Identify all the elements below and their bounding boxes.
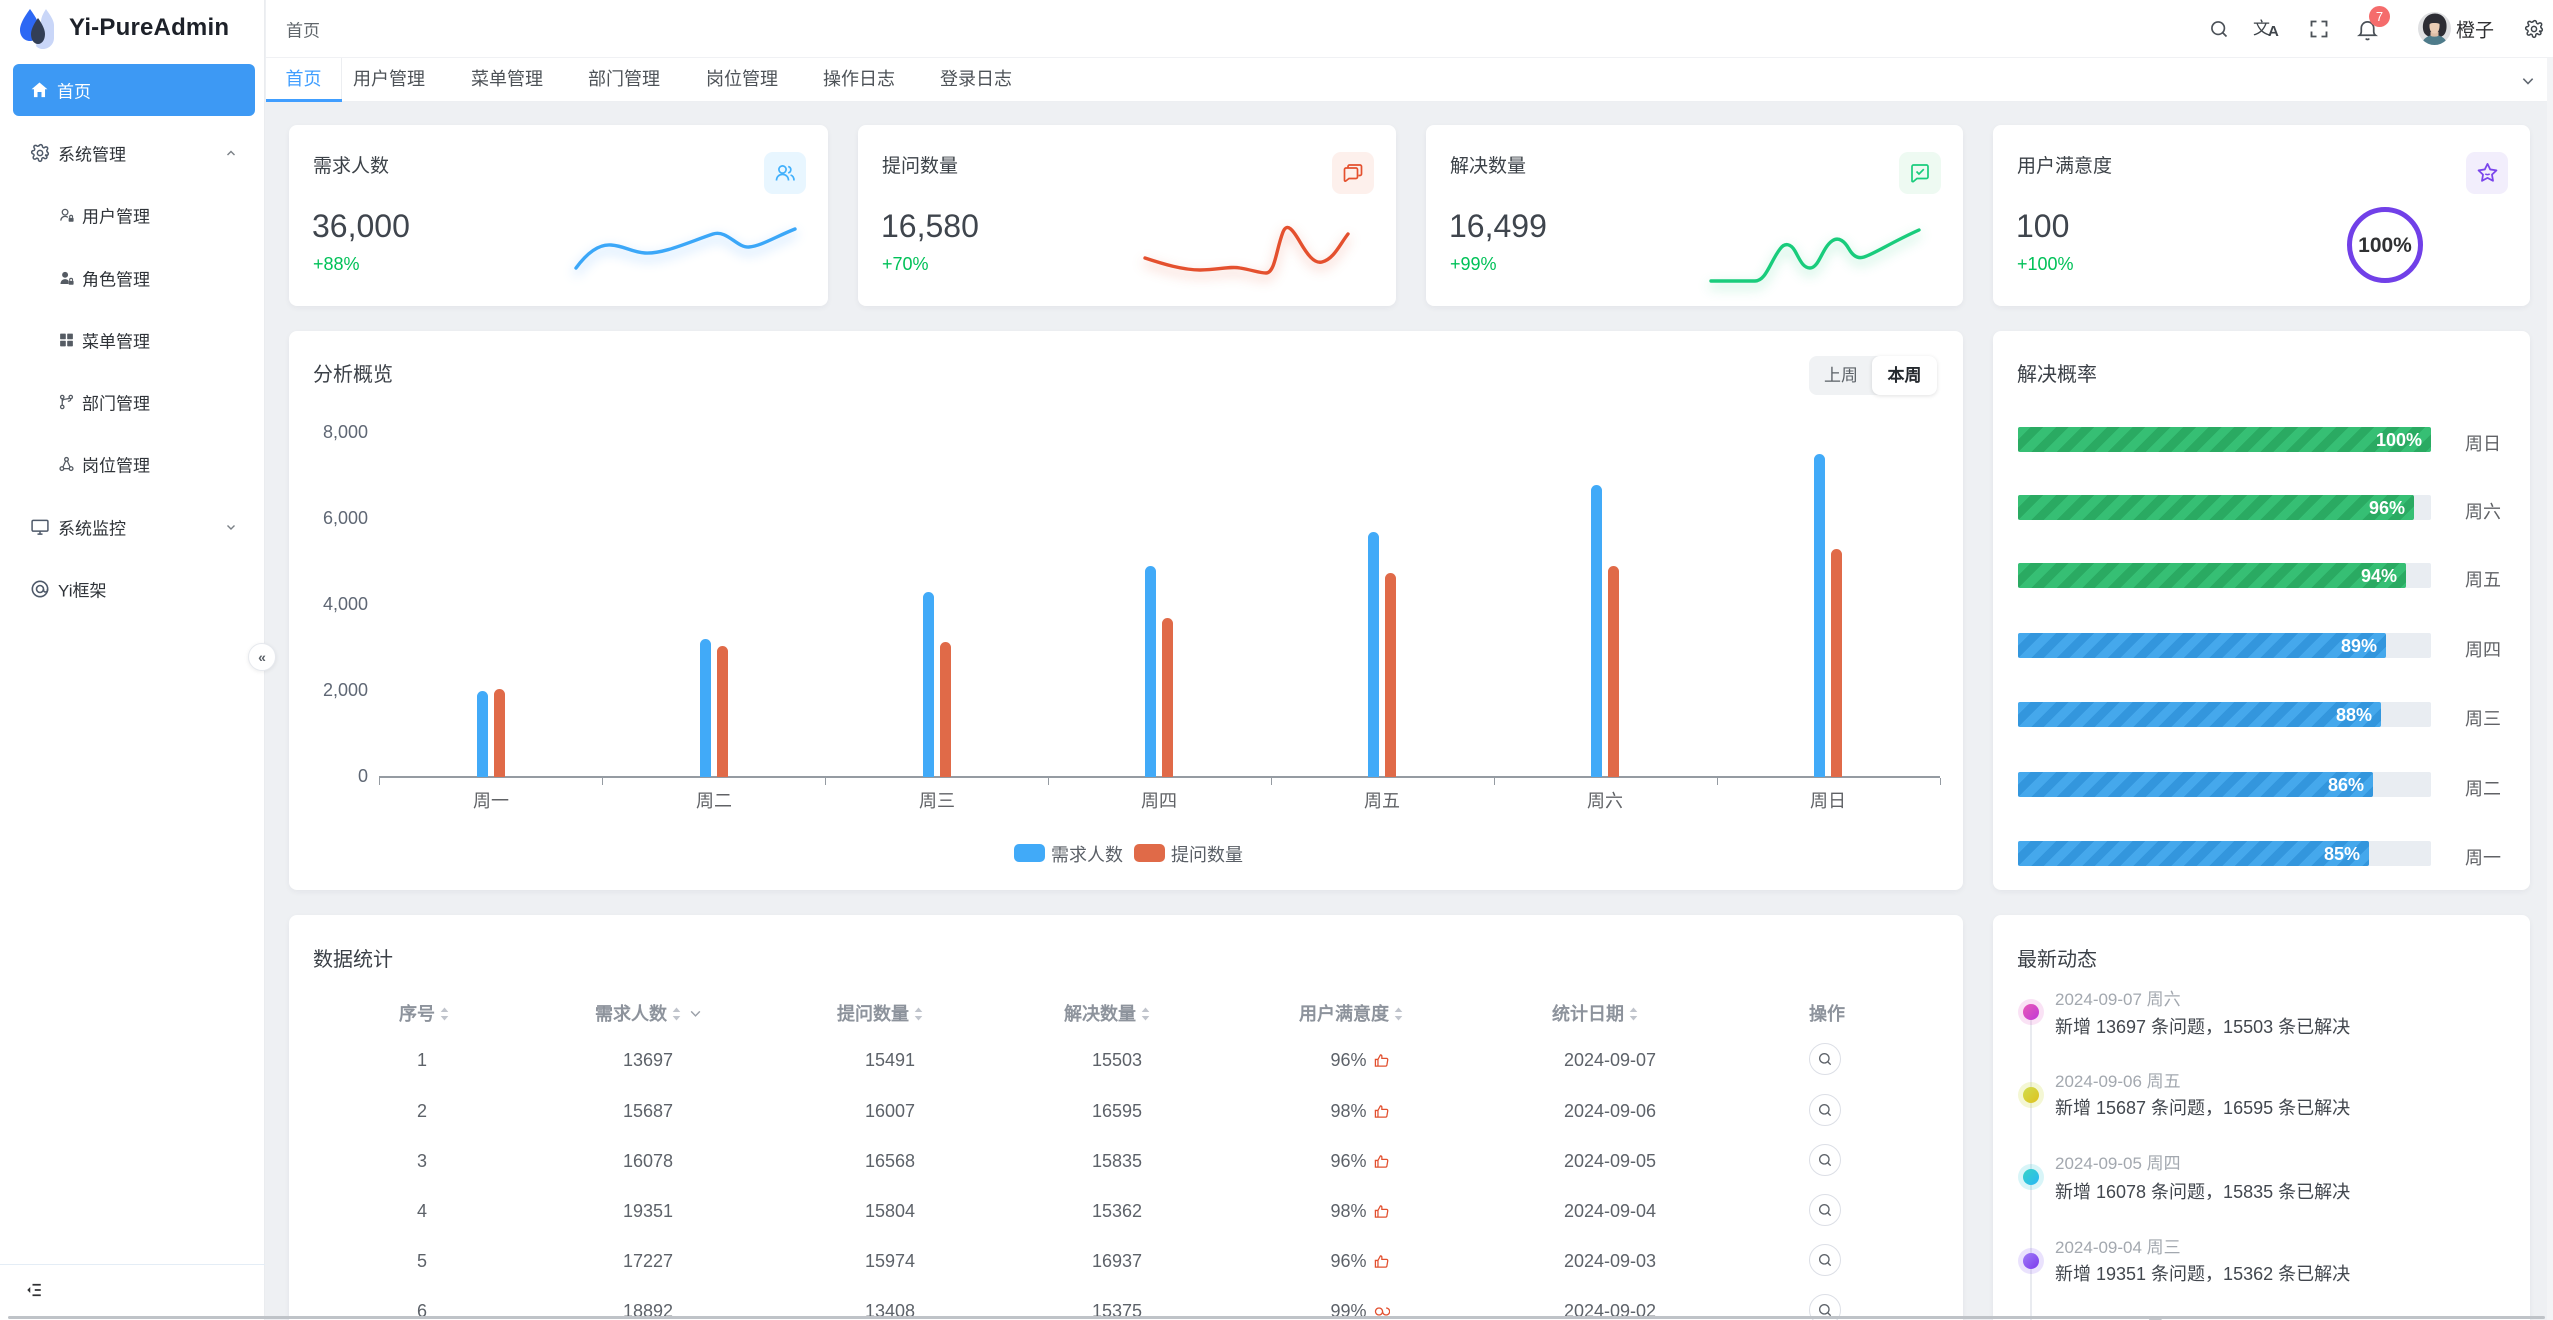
svg-text:100%: 100% xyxy=(2358,234,2412,257)
